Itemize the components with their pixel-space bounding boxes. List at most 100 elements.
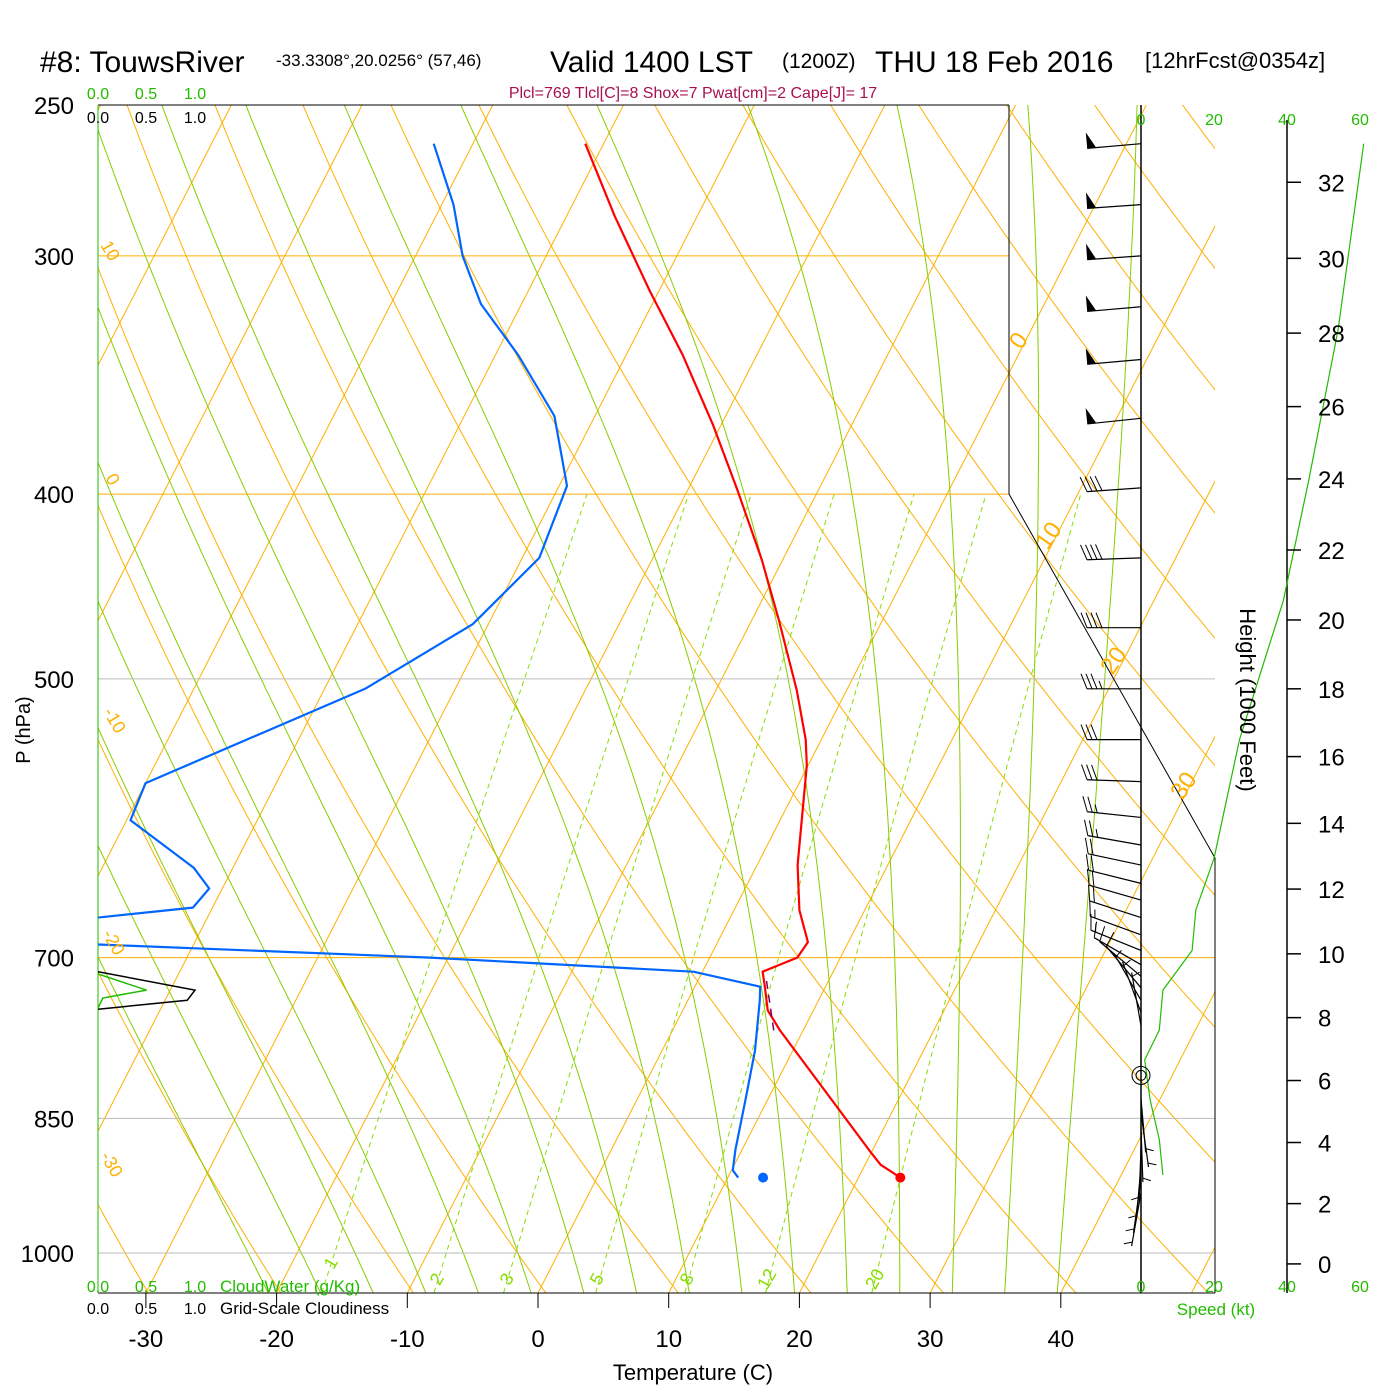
- wind-barb-feather: [1085, 612, 1093, 628]
- temperature-tick-label: 20: [786, 1326, 813, 1353]
- wind-barb-feather: [1089, 476, 1098, 492]
- wind-barb: [1080, 544, 1142, 561]
- height-tick-label: 30: [1318, 246, 1345, 273]
- isotherm-line: [145, 105, 755, 1293]
- wind-barb-staff: [1093, 937, 1142, 966]
- isotherm-line: [929, 735, 1215, 1293]
- wind-barb-feather: [1090, 544, 1098, 560]
- wind-barb-feather: [1082, 796, 1088, 812]
- isotherm-line: [276, 105, 886, 1293]
- wind-barb-half-feather: [1132, 971, 1140, 977]
- wind-barb-half-feather: [1123, 1241, 1133, 1245]
- wind-barb: [1084, 837, 1142, 866]
- wind-barb-staff: [1140, 1128, 1144, 1183]
- wind-barb-pennant: [1085, 408, 1097, 424]
- wind-barb: [1125, 1179, 1142, 1233]
- wind-barb-staff: [1088, 884, 1142, 901]
- wind-barb-feather: [1080, 673, 1088, 690]
- cloudiness-tick-bottom: 0.0: [87, 1301, 109, 1318]
- isotherm-line: [1060, 990, 1215, 1293]
- isotherm-label: 10: [1030, 517, 1067, 554]
- wind-barb: [1085, 854, 1142, 884]
- wind-barb-feather: [1086, 764, 1093, 781]
- wind-barb-half-feather: [1115, 950, 1122, 958]
- temperature-line: [584, 143, 901, 1179]
- profiles: [98, 143, 906, 1183]
- mixing-ratio-line: [871, 493, 1082, 1293]
- wind-barb-feather: [1105, 931, 1115, 947]
- wind-barb-staff: [1089, 900, 1142, 919]
- height-tick-label: 4: [1318, 1131, 1331, 1158]
- wind-barb-feather: [1080, 724, 1088, 740]
- mixing-ratio-label: 5: [586, 1270, 608, 1289]
- temperature-tick-label: -10: [390, 1326, 425, 1353]
- pressure-tick-label: 850: [34, 1106, 74, 1133]
- mixing-ratio-line: [433, 493, 690, 1293]
- isotherm-line: [798, 480, 1215, 1293]
- valid-time: Valid 1400 LST: [550, 46, 753, 79]
- pressure-tick-label: 700: [34, 946, 74, 973]
- height-tick-label: 22: [1318, 538, 1345, 565]
- height-tick-label: 26: [1318, 395, 1345, 422]
- moist-adiabat-line: [98, 600, 427, 1293]
- dry-adiabat-line: [214, 105, 945, 1293]
- dry-adiabat-line: [98, 266, 680, 1293]
- station-title: #8: TouwsRiver: [40, 46, 245, 79]
- mixing-ratio-label: 20: [861, 1265, 888, 1292]
- speed-tick-top: 40: [1278, 112, 1296, 129]
- wind-barb: [1085, 408, 1142, 425]
- moist-adiabat-line: [596, 105, 848, 1293]
- wind-barb-feather: [1090, 724, 1098, 740]
- wind-barb-pennant: [1085, 348, 1097, 365]
- temperature-tick-label: -20: [259, 1326, 294, 1353]
- cloudiness-tick-top: 0.0: [87, 110, 109, 127]
- wind-barb-half-feather: [1098, 680, 1103, 689]
- height-tick-label: 16: [1318, 745, 1345, 772]
- wind-barb-feather: [1080, 612, 1088, 628]
- wind-barb-feather: [1085, 854, 1090, 871]
- wind-barb-half-feather: [1145, 1148, 1154, 1152]
- height-tick-label: 12: [1318, 877, 1345, 904]
- wind-barb-feather: [1080, 544, 1088, 560]
- wind-barb-feather: [1085, 724, 1093, 740]
- wind-barb: [1086, 869, 1142, 901]
- surface-temperature-point: [895, 1172, 906, 1183]
- cloud-water-tick-top: 0.0: [87, 86, 109, 103]
- cloud-water-tick-bottom: 0.5: [135, 1279, 157, 1296]
- mixing-ratio-label: 3: [496, 1270, 518, 1289]
- wind-barb-feather: [1086, 869, 1090, 886]
- dry-adiabat-line: [830, 105, 1215, 640]
- calm-wind-outer-circle: [1131, 1065, 1151, 1085]
- wind-barb-pennant: [1085, 295, 1097, 312]
- wind-barb: [1081, 764, 1142, 783]
- wind-barb-staff: [1087, 779, 1142, 783]
- moist-adiabat-line: [245, 105, 690, 1293]
- dewpoint-line: [98, 143, 762, 1179]
- cloudiness-tick-top: 0.5: [135, 110, 157, 127]
- dry-adiabat-line: [302, 105, 1077, 1293]
- calm-wind-inner-circle: [1135, 1069, 1147, 1081]
- speed-tick-top: 20: [1205, 112, 1223, 129]
- speed-tick-top: 60: [1351, 112, 1369, 129]
- wind-barb-staff: [1090, 929, 1142, 952]
- height-tick-label: 32: [1318, 170, 1345, 197]
- moist-adiabat-line: [1056, 105, 1138, 1293]
- wind-barb-feather: [1094, 475, 1103, 491]
- wind-barb: [1089, 900, 1142, 936]
- wind-barb: [1080, 612, 1141, 629]
- wind-barb-staff: [1099, 941, 1142, 977]
- dry-adiabat-label: -20: [99, 926, 129, 959]
- wind-barb-half-feather: [1142, 1177, 1152, 1182]
- height-tick-label: 8: [1318, 1006, 1331, 1033]
- isotherm-line: [1191, 1246, 1215, 1293]
- mixing-ratio-line: [502, 493, 752, 1293]
- wind-barb-feather: [1099, 926, 1106, 942]
- dry-adiabat-line: [98, 970, 282, 1293]
- wind-barb: [1093, 921, 1142, 966]
- wind-barb: [1123, 1192, 1142, 1247]
- dry-adiabat-line: [742, 105, 1215, 767]
- wind-barb-staff: [1087, 557, 1142, 561]
- valid-date: THU 18 Feb 2016: [875, 46, 1113, 79]
- wind-barb-staff: [1131, 1192, 1142, 1247]
